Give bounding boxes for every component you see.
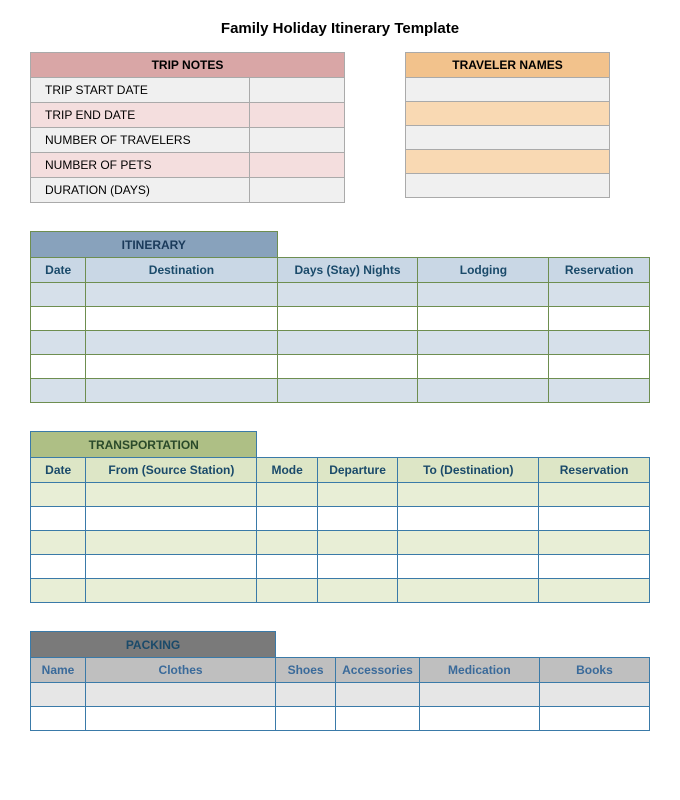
table-row <box>31 683 650 707</box>
traveler-names-block: TRAVELER NAMES <box>405 52 610 203</box>
trip-notes-value[interactable] <box>250 153 345 178</box>
trip-notes-value[interactable] <box>250 103 345 128</box>
traveler-names-header: TRAVELER NAMES <box>406 53 610 78</box>
trip-notes-label: NUMBER OF PETS <box>31 153 250 178</box>
blank-header <box>257 432 650 458</box>
table-row <box>31 379 650 403</box>
packing-table: PACKING Name Clothes Shoes Accessories M… <box>30 631 650 731</box>
col-header: Date <box>31 258 86 283</box>
transportation-section: TRANSPORTATION Date From (Source Station… <box>30 431 650 603</box>
trip-notes-value[interactable] <box>250 128 345 153</box>
traveler-name-cell[interactable] <box>406 102 610 126</box>
col-header: Departure <box>317 458 398 483</box>
col-header: Date <box>31 458 86 483</box>
traveler-name-cell[interactable] <box>406 126 610 150</box>
col-header: Shoes <box>276 658 336 683</box>
col-header: Lodging <box>418 258 549 283</box>
traveler-name-cell[interactable] <box>406 150 610 174</box>
table-row <box>31 483 650 507</box>
table-row <box>31 307 650 331</box>
traveler-name-cell[interactable] <box>406 78 610 102</box>
table-row <box>31 579 650 603</box>
col-header: Reservation <box>539 458 650 483</box>
col-header: From (Source Station) <box>86 458 257 483</box>
page-title: Family Holiday Itinerary Template <box>30 20 650 37</box>
trip-notes-label: TRIP START DATE <box>31 78 250 103</box>
blank-header <box>277 232 649 258</box>
col-header: To (Destination) <box>398 458 539 483</box>
col-header: Name <box>31 658 86 683</box>
table-row <box>31 555 650 579</box>
packing-columns: Name Clothes Shoes Accessories Medicatio… <box>31 658 650 683</box>
col-header: Days (Stay) Nights <box>277 258 418 283</box>
trip-notes-value[interactable] <box>250 178 345 203</box>
traveler-name-cell[interactable] <box>406 174 610 198</box>
table-row <box>31 531 650 555</box>
transportation-header: TRANSPORTATION <box>31 432 257 458</box>
col-header: Accessories <box>336 658 420 683</box>
table-row <box>31 707 650 731</box>
traveler-names-table: TRAVELER NAMES <box>405 52 610 198</box>
transportation-columns: Date From (Source Station) Mode Departur… <box>31 458 650 483</box>
itinerary-table: ITINERARY Date Destination Days (Stay) N… <box>30 231 650 403</box>
top-row: TRIP NOTES TRIP START DATE TRIP END DATE… <box>30 52 650 203</box>
col-header: Clothes <box>86 658 276 683</box>
trip-notes-block: TRIP NOTES TRIP START DATE TRIP END DATE… <box>30 52 345 203</box>
col-header: Reservation <box>549 258 650 283</box>
trip-notes-value[interactable] <box>250 78 345 103</box>
trip-notes-header: TRIP NOTES <box>31 53 345 78</box>
packing-section: PACKING Name Clothes Shoes Accessories M… <box>30 631 650 731</box>
col-header: Medication <box>419 658 539 683</box>
table-row <box>31 355 650 379</box>
itinerary-header: ITINERARY <box>31 232 278 258</box>
col-header: Destination <box>86 258 277 283</box>
table-row <box>31 283 650 307</box>
trip-notes-label: TRIP END DATE <box>31 103 250 128</box>
trip-notes-table: TRIP NOTES TRIP START DATE TRIP END DATE… <box>30 52 345 203</box>
packing-header: PACKING <box>31 632 276 658</box>
blank-header <box>276 632 650 658</box>
transportation-table: TRANSPORTATION Date From (Source Station… <box>30 431 650 603</box>
col-header: Mode <box>257 458 317 483</box>
itinerary-section: ITINERARY Date Destination Days (Stay) N… <box>30 231 650 403</box>
table-row <box>31 331 650 355</box>
col-header: Books <box>539 658 649 683</box>
itinerary-columns: Date Destination Days (Stay) Nights Lodg… <box>31 258 650 283</box>
trip-notes-label: NUMBER OF TRAVELERS <box>31 128 250 153</box>
table-row <box>31 507 650 531</box>
trip-notes-label: DURATION (DAYS) <box>31 178 250 203</box>
